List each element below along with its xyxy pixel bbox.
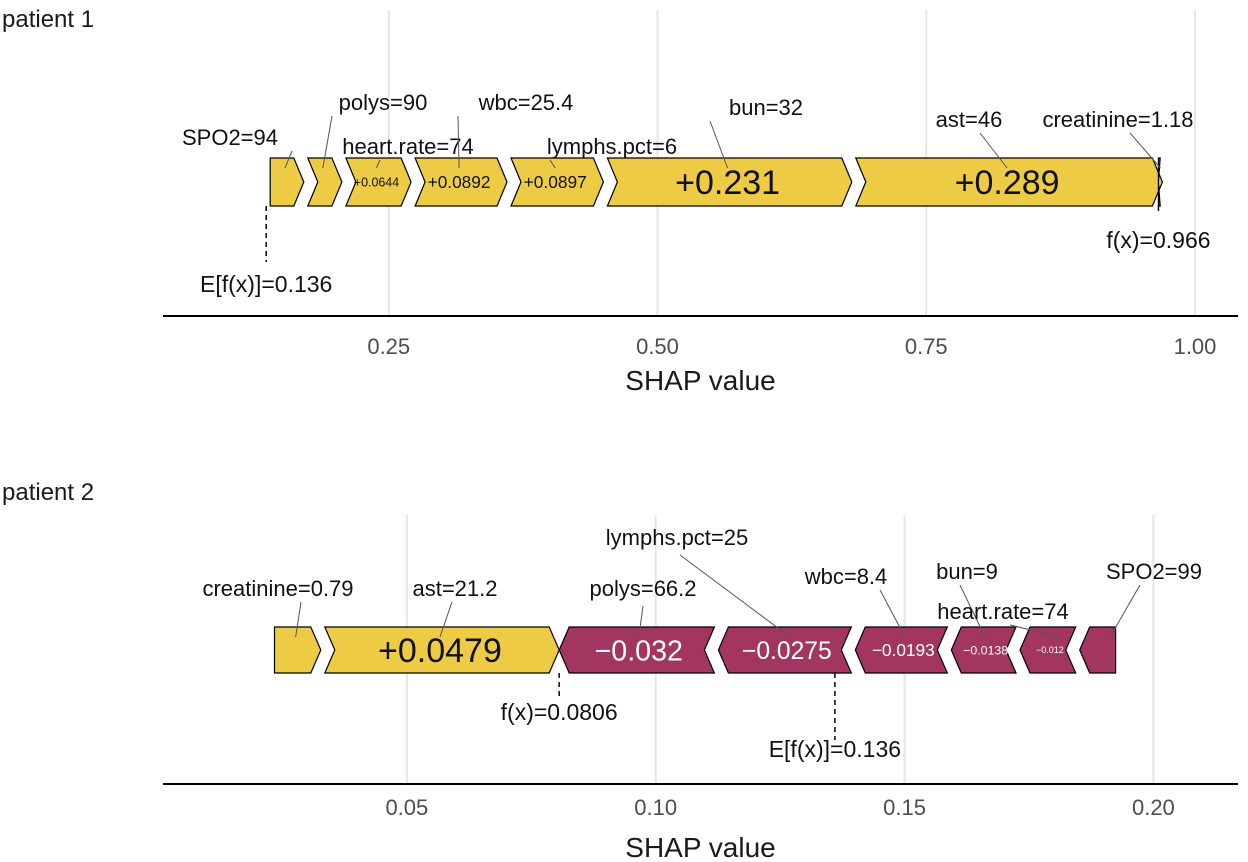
panel-1: patient 1 0.25 0.50 0.75 1.00 SHAP value SPO2=…	[2, 6, 1238, 396]
contribution-value-label: −0.0138	[963, 643, 1008, 657]
contribution-value-label: +0.0897	[524, 172, 587, 192]
fx-label: f(x)=0.0806	[501, 699, 618, 725]
negative-contribution-bar	[558, 626, 716, 674]
positive-contribution-bar	[344, 157, 412, 207]
feature-leader-line	[879, 589, 906, 638]
feature-leader-line	[979, 132, 1008, 169]
negative-contribution-bar	[1079, 626, 1117, 674]
feature-label: heart.rate=74	[937, 599, 1068, 624]
feature-leader-line	[295, 601, 302, 638]
feature-label: bun=32	[729, 95, 803, 120]
x-tick-label: 1.00	[1174, 334, 1217, 359]
contribution-value-label: +0.231	[675, 164, 780, 202]
positive-contribution-bar	[323, 626, 560, 674]
feature-leader-line	[439, 601, 453, 638]
feature-label: ast=46	[936, 107, 1003, 132]
feature-label: lymphs.pct=25	[606, 525, 748, 550]
feature-label: creatinine=1.18	[1042, 107, 1193, 132]
contribution-value-label: −0.012	[1036, 645, 1064, 655]
feature-label: polys=90	[339, 90, 428, 115]
feature-leader-line	[549, 159, 556, 169]
contribution-value-label: −0.032	[595, 635, 683, 667]
negative-contribution-bar	[1157, 157, 1161, 207]
feature-leader-line	[322, 115, 333, 169]
x-tick-label: 0.15	[883, 795, 926, 820]
positive-contribution-bar	[606, 157, 853, 207]
contribution-value-label: +0.0892	[428, 172, 491, 192]
positive-contribution-bar	[273, 626, 322, 674]
feature-leader-line	[959, 584, 986, 638]
feature-leader-line	[1009, 624, 1061, 638]
contribution-value-label: +0.0644	[354, 175, 399, 189]
panel-title: patient 1	[2, 6, 94, 33]
feature-leader-line	[1109, 584, 1141, 638]
negative-contribution-bar	[717, 626, 853, 674]
base-value-label: E[f(x)]=0.136	[200, 271, 332, 297]
contribution-value-label: −0.0275	[742, 638, 832, 665]
feature-label: SPO2=94	[182, 125, 278, 150]
x-tick-label: 0.05	[385, 795, 428, 820]
negative-contribution-bar	[950, 626, 1017, 674]
feature-label: creatinine=0.79	[202, 576, 353, 601]
positive-contribution-bar	[414, 157, 508, 207]
positive-contribution-bar	[306, 157, 343, 207]
positive-contribution-bar	[269, 157, 305, 207]
x-axis-label: SHAP value	[625, 365, 775, 396]
base-value-label: E[f(x)]=0.136	[769, 736, 901, 762]
feature-label: wbc=25.4	[478, 90, 574, 115]
feature-label: lymphs.pct=6	[547, 134, 677, 159]
panel-title: patient 2	[2, 479, 94, 506]
feature-label: ast=21.2	[412, 576, 497, 601]
feature-label: bun=9	[936, 559, 998, 584]
feature-leader-line	[457, 115, 460, 169]
x-tick-label: 0.20	[1132, 795, 1175, 820]
x-tick-label: 0.25	[367, 334, 410, 359]
feature-label: polys=66.2	[589, 576, 696, 601]
x-tick-label: 0.10	[634, 795, 677, 820]
negative-contribution-bar	[854, 626, 949, 674]
contribution-value-label: −0.0193	[872, 640, 935, 660]
panel-2: patient 2 0.05 0.10 0.15 0.20 SHAP value creat…	[2, 479, 1238, 862]
x-tick-label: 0.75	[905, 334, 948, 359]
feature-leader-line	[376, 159, 381, 169]
positive-contribution-bar	[510, 157, 605, 207]
feature-label: heart.rate=74	[342, 134, 473, 159]
contribution-value-label: +0.0479	[378, 632, 502, 670]
fx-label: f(x)=0.966	[1106, 227, 1210, 253]
contribution-value-label: +0.289	[955, 164, 1060, 202]
feature-leader-line	[709, 120, 729, 169]
x-tick-label: 0.50	[636, 334, 679, 359]
feature-leader-line	[284, 150, 293, 169]
feature-leader-line	[1129, 132, 1161, 169]
x-axis-label: SHAP value	[625, 832, 775, 862]
feature-leader-line	[679, 554, 791, 638]
negative-contribution-bar	[1019, 626, 1077, 674]
feature-label: SPO2=99	[1106, 559, 1202, 584]
feature-leader-line	[638, 605, 644, 638]
feature-label: wbc=8.4	[804, 564, 888, 589]
